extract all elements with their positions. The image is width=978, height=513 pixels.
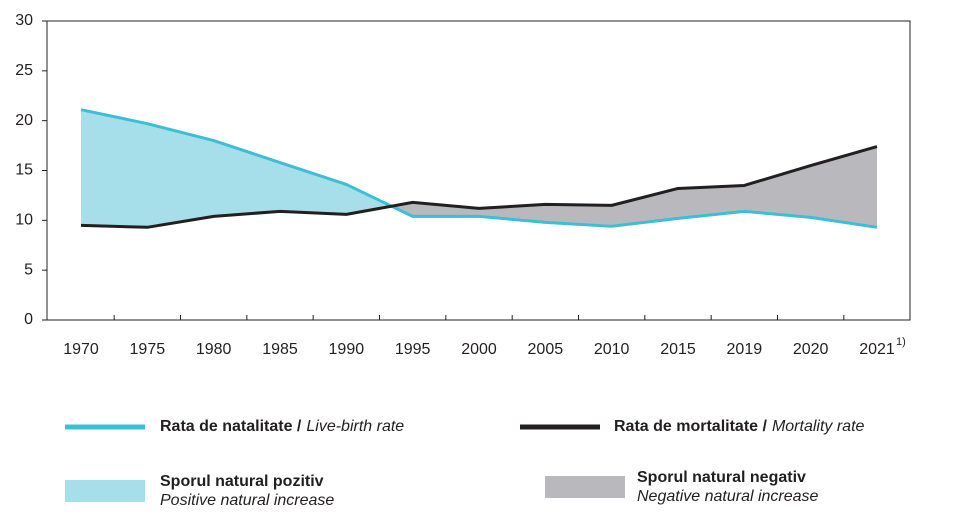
x-tick-label: 1995 <box>395 341 431 358</box>
legend-swatch <box>65 480 145 502</box>
y-tick-label: 5 <box>24 261 33 278</box>
legend-name-en: Negative natural increase <box>637 488 819 505</box>
y-tick-label: 15 <box>15 162 33 179</box>
legend-label: Rata de natalitate / Live-birth rate <box>160 418 404 435</box>
x-tick-label: 1970 <box>63 341 99 358</box>
x-tick-label: 1985 <box>262 341 298 358</box>
x-tick-label: 2015 <box>660 341 696 358</box>
series-line <box>80 108 878 229</box>
y-tick-label: 10 <box>15 212 33 229</box>
legend-name: Rata de natalitate / <box>160 418 302 435</box>
legend-name-en: Mortality rate <box>772 418 865 435</box>
x-tick-label: 2021 <box>859 341 895 358</box>
y-tick-label: 30 <box>15 12 33 29</box>
x-tick-label: 2005 <box>528 341 564 358</box>
legend-name-en: Positive natural increase <box>160 492 334 509</box>
x-tick-label: 2019 <box>727 341 763 358</box>
series-line <box>80 145 878 229</box>
legend-label: Rata de mortalitate / Mortality rate <box>614 418 865 435</box>
legend-name: Sporul natural negativ <box>637 469 806 486</box>
y-tick-label: 0 <box>24 311 33 328</box>
x-tick-label: 1980 <box>196 341 232 358</box>
legend-name: Sporul natural pozitiv <box>160 473 324 490</box>
x-footnote: 1) <box>896 336 906 348</box>
x-tick-label: 1975 <box>130 341 166 358</box>
x-tick-label: 2000 <box>461 341 497 358</box>
y-tick-label: 25 <box>15 62 33 79</box>
legend-name-en: Live-birth rate <box>306 418 404 435</box>
x-tick-label: 1990 <box>329 341 365 358</box>
y-tick-label: 20 <box>15 112 33 129</box>
legend-swatch <box>545 476 625 498</box>
x-tick-label: 2020 <box>793 341 829 358</box>
legend-name: Rata de mortalitate / <box>614 418 767 435</box>
x-tick-label: 2010 <box>594 341 630 358</box>
